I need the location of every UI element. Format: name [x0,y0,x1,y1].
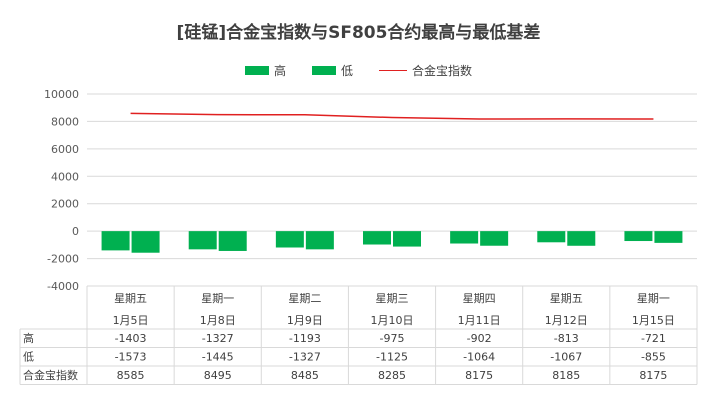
bar-low [393,231,421,247]
table-value: -1327 [289,351,321,364]
x-tick-label: 星期四 [463,292,496,305]
bar-low [218,231,247,251]
index-line [130,112,654,120]
bar-high [188,231,217,250]
y-tick-label: -2000 [47,253,79,266]
x-tick-label: 星期二 [288,292,321,305]
table-value: -1403 [115,332,147,345]
legend-swatch-index [379,70,407,71]
table-value: -902 [467,332,492,345]
x-tick-date: 1月12日 [545,314,588,327]
legend-label-index: 合金宝指数 [412,64,473,78]
y-tick-label: -4000 [47,280,79,293]
y-tick-label: 8000 [51,115,79,128]
table-value: -1445 [202,351,234,364]
table-value: 8175 [639,369,667,382]
legend-label-high: 高 [273,64,286,78]
y-tick-label: 4000 [51,170,79,183]
table-value: -1064 [463,351,495,364]
table-value: -1125 [376,351,408,364]
bar-low [567,231,596,246]
bar-low [654,231,683,243]
y-tick-label: 2000 [51,198,79,211]
legend-swatch-low [311,66,336,75]
bar-low [480,231,509,246]
bar-high [450,231,479,244]
legend-item-index: 合金宝指数 [379,62,472,79]
x-tick-label: 星期五 [550,292,583,305]
table-series-label: 合金宝指数 [23,368,78,382]
bar-high [101,231,130,251]
x-tick-date: 1月5日 [113,314,149,327]
table-value: -1327 [202,332,234,345]
bar-high [537,231,566,243]
legend: 高 低 合金宝指数 [0,62,717,79]
x-tick-date: 1月11日 [458,314,501,327]
y-tick-label: 10000 [44,88,79,101]
x-tick-date: 1月10日 [371,314,414,327]
table-value: 8495 [204,369,232,382]
table-series-label: 高 [23,331,34,345]
bar-high [624,231,653,242]
bar-high [275,231,304,248]
bar-low [305,231,334,250]
legend-item-high: 高 [244,62,286,79]
x-tick-label: 星期五 [114,292,147,305]
chart-title: [硅锰]合金宝指数与SF805合约最高与最低基差 [176,23,541,43]
x-tick-date: 1月9日 [287,314,323,327]
table-value: 8185 [552,369,580,382]
table-series-label: 低 [23,351,34,364]
y-tick-label: 0 [72,225,79,238]
legend-label-low: 低 [340,64,353,78]
x-tick-date: 1月8日 [200,314,236,327]
legend-item-low: 低 [311,62,353,79]
x-tick-label: 星期一 [637,292,670,305]
x-tick-label: 星期一 [201,292,234,305]
table-value: -975 [380,332,405,345]
table-value: 8585 [117,369,145,382]
table-value: 8175 [465,369,493,382]
table-value: -813 [554,332,579,345]
x-tick-label: 星期三 [376,292,409,305]
table-value: -1193 [289,332,321,345]
table-value: 8485 [291,369,319,382]
table-value: 8285 [378,369,406,382]
bar-low [131,231,160,253]
legend-swatch-high [244,66,269,75]
table-value: -1067 [550,351,582,364]
table-value: -721 [641,332,666,345]
y-tick-label: 6000 [51,143,79,156]
bar-high [363,231,391,245]
x-tick-date: 1月15日 [632,314,675,327]
table-value: -855 [641,351,666,364]
table-value: -1573 [115,351,147,364]
